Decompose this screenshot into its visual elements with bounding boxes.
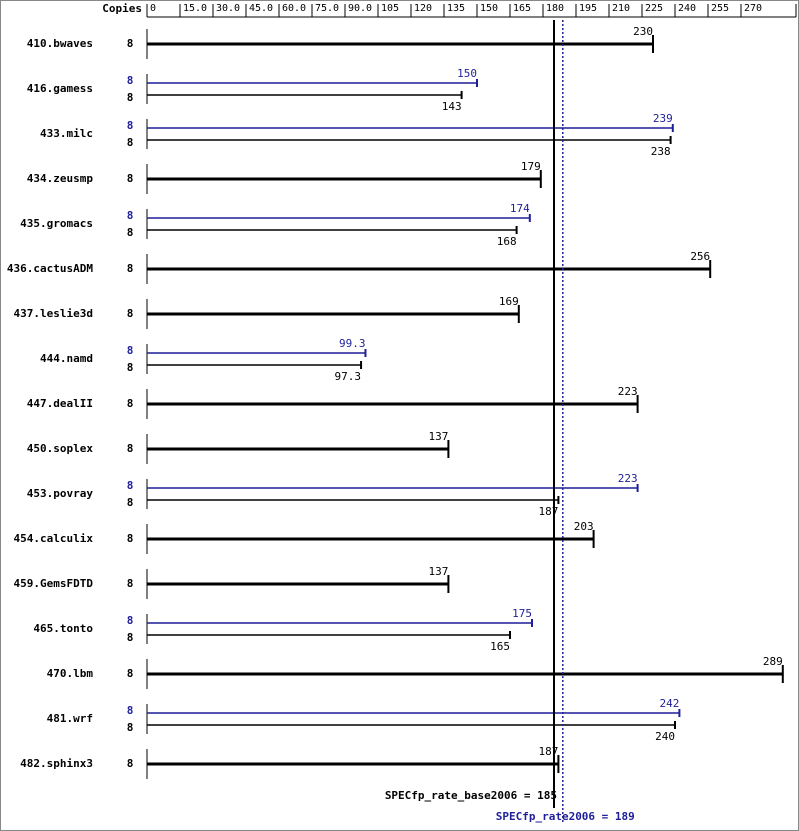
benchmark-name: 435.gromacs	[20, 217, 93, 230]
copies: 8	[127, 226, 134, 239]
value-label: 256	[690, 250, 710, 263]
copies: 8	[127, 262, 134, 275]
x-tick-label: 165	[513, 3, 531, 14]
x-tick-label: 210	[612, 3, 630, 14]
x-tick-label: 90.0	[348, 3, 372, 14]
copies: 8	[127, 74, 134, 87]
x-tick-label: 60.0	[282, 3, 306, 14]
value-label: 143	[442, 100, 462, 113]
copies: 8	[127, 136, 134, 149]
benchmark-name: 470.lbm	[47, 667, 94, 680]
copies: 8	[127, 757, 134, 770]
x-tick-label: 180	[546, 3, 564, 14]
value-label: 150	[457, 67, 477, 80]
benchmark-name: 450.soplex	[27, 442, 94, 455]
copies: 8	[127, 667, 134, 680]
value-label: 240	[655, 730, 675, 743]
value-label: 230	[633, 25, 653, 38]
benchmark-name: 481.wrf	[47, 712, 93, 725]
x-tick-label: 30.0	[216, 3, 240, 14]
benchmark-name: 410.bwaves	[27, 37, 93, 50]
value-label: 223	[618, 472, 638, 485]
x-tick-label: 15.0	[183, 3, 207, 14]
copies: 8	[127, 344, 134, 357]
benchmark-name: 444.namd	[40, 352, 93, 365]
benchmark-name: 453.povray	[27, 487, 94, 500]
value-label: 175	[512, 607, 532, 620]
copies: 8	[127, 119, 134, 132]
value-label: 99.3	[339, 337, 366, 350]
x-tick-label: 105	[381, 3, 399, 14]
x-tick-label: 195	[579, 3, 597, 14]
value-label: 203	[574, 520, 594, 533]
x-tick-label: 150	[480, 3, 498, 14]
copies: 8	[127, 209, 134, 222]
x-tick-label: 225	[645, 3, 663, 14]
value-label: 187	[539, 745, 559, 758]
reference-label: SPECfp_rate2006 = 189	[496, 810, 635, 823]
value-label: 137	[429, 430, 449, 443]
value-label: 168	[497, 235, 517, 248]
copies: 8	[127, 479, 134, 492]
benchmark-name: 416.gamess	[27, 82, 93, 95]
copies: 8	[127, 496, 134, 509]
copies: 8	[127, 614, 134, 627]
copies: 8	[127, 361, 134, 374]
copies: 8	[127, 172, 134, 185]
copies: 8	[127, 721, 134, 734]
value-label: 239	[653, 112, 673, 125]
copies: 8	[127, 397, 134, 410]
value-label: 97.3	[335, 370, 362, 383]
copies: 8	[127, 532, 134, 545]
value-label: 242	[660, 697, 680, 710]
value-label: 179	[521, 160, 541, 173]
copies: 8	[127, 37, 134, 50]
benchmark-name: 436.cactusADM	[7, 262, 93, 275]
x-tick-label: 255	[711, 3, 729, 14]
benchmark-name: 454.calculix	[14, 532, 94, 545]
copies: 8	[127, 631, 134, 644]
x-tick-label: 270	[744, 3, 762, 14]
x-tick-label: 135	[447, 3, 465, 14]
copies: 8	[127, 704, 134, 717]
value-label: 174	[510, 202, 530, 215]
x-tick-label: 240	[678, 3, 696, 14]
benchmark-name: 459.GemsFDTD	[14, 577, 94, 590]
benchmark-name: 482.sphinx3	[20, 757, 93, 770]
x-tick-label: 75.0	[315, 3, 339, 14]
value-label: 238	[651, 145, 671, 158]
x-tick-label: 120	[414, 3, 432, 14]
value-label: 187	[539, 505, 559, 518]
value-label: 223	[618, 385, 638, 398]
benchmark-name: 465.tonto	[33, 622, 93, 635]
value-label: 289	[763, 655, 783, 668]
benchmark-name: 437.leslie3d	[14, 307, 93, 320]
value-label: 165	[490, 640, 510, 653]
benchmark-name: 447.dealII	[27, 397, 93, 410]
x-tick-label: 45.0	[249, 3, 273, 14]
benchmark-name: 433.milc	[40, 127, 93, 140]
reference-label: SPECfp_rate_base2006 = 185	[385, 789, 557, 802]
copies: 8	[127, 307, 134, 320]
x-tick-label: 0	[150, 3, 156, 14]
copies: 8	[127, 442, 134, 455]
value-label: 169	[499, 295, 519, 308]
benchmark-name: 434.zeusmp	[27, 172, 94, 185]
value-label: 137	[429, 565, 449, 578]
copies: 8	[127, 577, 134, 590]
copies: 8	[127, 91, 134, 104]
copies-header: Copies	[102, 2, 142, 15]
